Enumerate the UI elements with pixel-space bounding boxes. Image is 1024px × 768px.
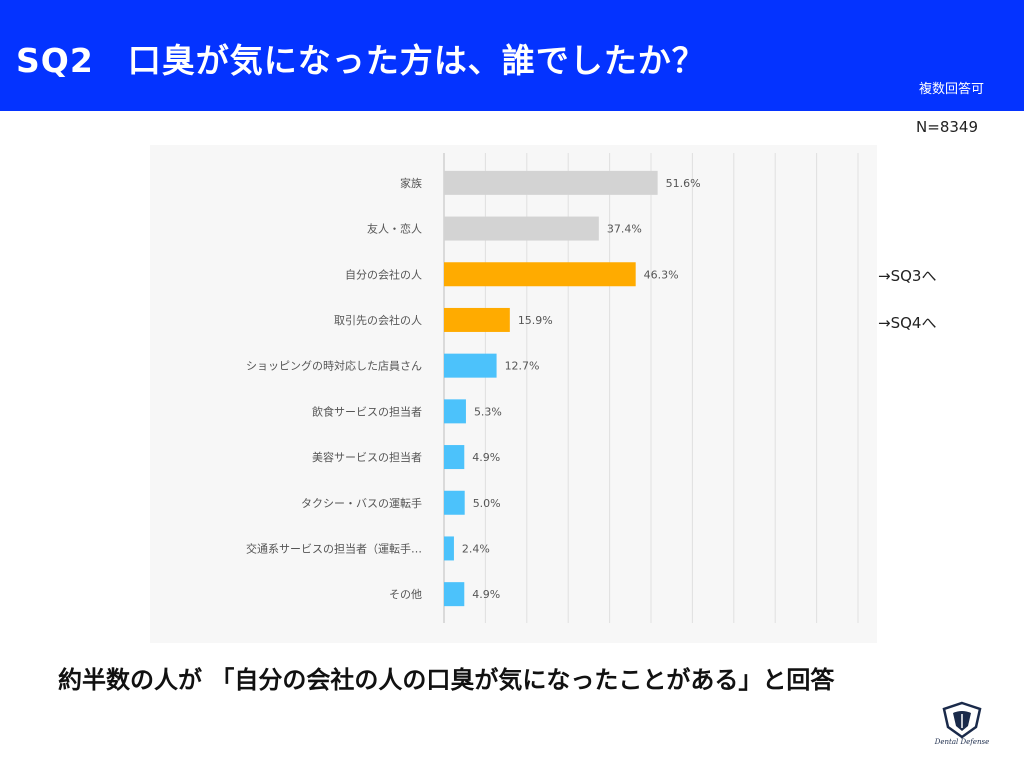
bar (444, 490, 465, 515)
bar (444, 445, 465, 470)
category-label: 美容サービスの担当者 (312, 450, 422, 464)
bar (444, 170, 658, 195)
category-label: 家族 (400, 176, 422, 190)
value-label: 2.4% (462, 542, 490, 555)
chart-svg: 家族 51.6% 友人・恋人 37.4% 自分の会社の人 46.3% 取引先の会社の人 15.… (246, 153, 859, 623)
bar (444, 399, 466, 424)
value-label: 12.7% (505, 360, 540, 373)
category-label: タクシー・バスの運転手 (301, 496, 422, 510)
bar (444, 582, 465, 607)
annotation-sq3: →SQ3へ (878, 267, 937, 285)
chart-panel: 家族 51.6% 友人・恋人 37.4% 自分の会社の人 46.3% 取引先の会社の人 15.… (150, 145, 877, 643)
value-label: 15.9% (518, 314, 553, 327)
category-label: ショッピングの時対応した店員さん (246, 359, 422, 373)
bar-chart: 家族 51.6% 友人・恋人 37.4% 自分の会社の人 46.3% 取引先の会社の人 15.… (150, 145, 877, 643)
tooth-shield-icon (942, 701, 982, 739)
logo: Dental Defense (930, 700, 994, 750)
category-label: 交通系サービスの担当者（運転手… (246, 541, 422, 555)
value-label: 4.9% (472, 451, 500, 464)
bar (444, 536, 454, 561)
page-title: SQ2 口臭が気になった方は、誰でしたか？ (16, 41, 706, 80)
header-bar: SQ2 口臭が気になった方は、誰でしたか？ 複数回答可 (0, 0, 1024, 111)
value-label: 5.0% (473, 497, 501, 510)
conclusion-text: 約半数の人が 「自分の会社の人の口臭が気になったことがある」と回答 (58, 666, 835, 694)
bar (444, 262, 636, 287)
bar (444, 307, 510, 332)
annotation-sq4: →SQ4へ (878, 314, 937, 332)
category-label: 自分の会社の人 (345, 267, 422, 281)
bar (444, 216, 599, 241)
value-label: 51.6% (666, 177, 701, 190)
value-label: 4.9% (472, 588, 500, 601)
value-label: 5.3% (474, 405, 502, 418)
category-label: その他 (389, 588, 422, 601)
logo-text: Dental Defense (934, 738, 990, 746)
sample-size: N=8349 (916, 118, 978, 136)
multi-answer-note: 複数回答可 (918, 82, 984, 97)
category-label: 取引先の会社の人 (334, 313, 422, 327)
value-label: 46.3% (644, 268, 679, 281)
bar (444, 353, 497, 378)
category-label: 飲食サービスの担当者 (312, 404, 422, 418)
category-label: 友人・恋人 (367, 222, 422, 236)
value-label: 37.4% (607, 223, 642, 236)
